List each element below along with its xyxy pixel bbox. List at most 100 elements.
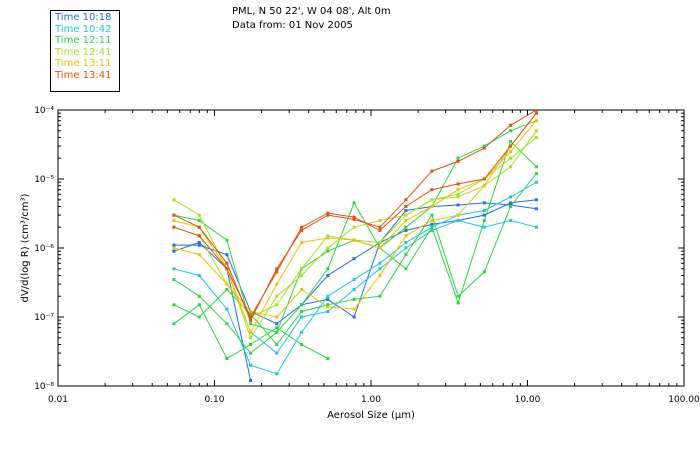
data-point [249,318,253,322]
data-point [249,330,253,334]
data-point [430,213,434,217]
y-axis-label: dV/d(log R) (cm³/cm³) [20,193,31,302]
data-point [249,363,253,367]
series-path [250,219,537,354]
data-point [509,195,513,199]
legend-entry: Time 10:42 [55,23,112,35]
data-point [300,274,304,277]
data-point [404,205,408,208]
data-point [509,144,513,148]
data-point [197,219,201,222]
data-point [509,156,513,160]
data-point [275,303,279,307]
data-point [326,357,330,360]
data-point [482,146,486,150]
data-point [326,310,330,313]
data-point [172,225,176,229]
data-point [172,246,176,250]
data-point [326,305,330,309]
data-point [482,177,486,181]
data-point [404,234,408,238]
data-point [404,241,408,244]
data-point [404,198,408,202]
data-point [404,213,408,217]
data-point [197,253,201,257]
data-point [275,372,279,376]
data-point [197,241,201,244]
data-point [430,222,434,226]
series-group [172,110,538,382]
data-point [249,312,253,316]
data-point [275,330,279,334]
data-point [225,253,229,257]
data-point [300,267,304,271]
data-point [509,150,513,153]
data-point [534,110,538,112]
data-point [534,165,538,169]
y-tick-label: 10⁻⁵ [34,175,54,185]
data-point [197,234,201,238]
data-point [326,234,330,238]
data-point [456,219,460,222]
data-point [352,238,356,242]
data-point [456,188,460,192]
data-point [352,225,356,229]
chart-title: PML, N 50 22', W 04 08', Alt 0m [232,6,391,17]
data-point [352,278,356,281]
data-point [249,379,253,382]
data-point [225,357,229,360]
data-point [275,326,279,330]
data-point [225,288,229,291]
data-point [534,136,538,139]
data-point [352,201,356,205]
data-point [482,213,486,217]
data-point [482,219,486,222]
data-point [352,217,356,221]
data-point [225,282,229,286]
data-point [326,249,330,253]
data-point [352,315,356,319]
data-point [225,238,229,242]
series-line [172,180,538,376]
data-point [300,343,304,346]
data-point [482,225,486,229]
data-point [326,297,330,301]
data-point [300,228,304,232]
data-point [482,184,486,188]
data-point [275,322,279,326]
data-point [275,343,279,346]
series-line [172,111,538,319]
data-point [249,343,253,346]
y-tick-label: 10⁻⁷ [34,313,54,323]
data-point [456,195,460,199]
x-tick-label: 100.00 [668,395,700,405]
data-point [197,315,201,319]
data-point [378,225,382,229]
data-point [430,205,434,208]
y-tick-label: 10⁻⁸ [34,382,54,392]
y-tick-label: 10⁻⁶ [34,244,54,254]
data-point [404,253,408,257]
data-point [275,267,279,271]
data-point [456,301,460,305]
data-point [275,294,279,298]
data-point [172,198,176,202]
x-tick-label: 10.00 [515,395,541,405]
data-point [275,282,279,286]
series-line [249,219,538,355]
data-point [509,201,513,205]
data-point [482,270,486,274]
data-point [534,198,538,202]
series-line [172,110,538,322]
data-point [326,274,330,277]
y-tick-labels: 10⁻⁸ 10⁻⁷ 10⁻⁶ 10⁻⁵ 10⁻⁴ [34,106,54,392]
data-point [300,288,304,291]
data-point [456,213,460,217]
data-point [378,274,382,277]
data-point [352,307,356,311]
series-line [172,140,538,355]
data-point [300,315,304,319]
data-point [300,225,304,229]
data-point [456,294,460,298]
